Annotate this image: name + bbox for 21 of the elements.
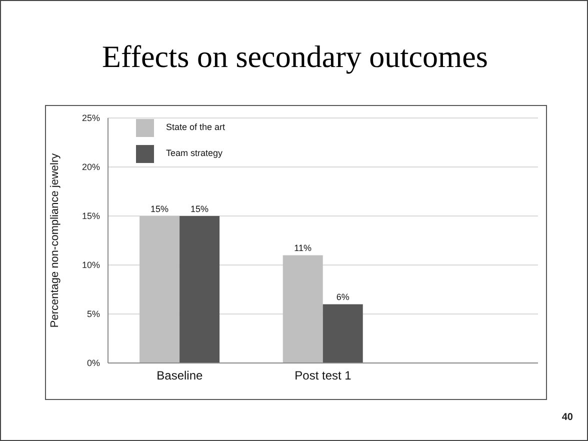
y-axis-title: Percentage non-compliance jewelry [48,152,61,328]
y-tick-label: 0% [86,358,100,368]
legend-label: Team strategy [166,148,223,158]
bar [180,216,220,363]
data-label: 6% [336,292,350,302]
bar [140,216,180,363]
chart-title: Effects on secondary outcomes [101,39,489,75]
bar [282,255,323,363]
y-tick-label: 20% [82,162,100,172]
legend-label: State of the art [166,122,226,132]
text: 40 [562,412,573,423]
y-tick-label: 10% [82,260,100,270]
data-label: 15% [150,204,169,214]
y-tick-label: 15% [82,211,100,222]
y-tick-label: 25% [82,113,100,124]
x-tick-label: Baseline [156,368,204,383]
data-label: 11% [294,243,312,254]
x-tick-label: Post test 1 [294,368,352,383]
y-tick-label: 5% [86,309,100,320]
data-label: 15% [190,204,209,214]
bar [322,304,363,363]
